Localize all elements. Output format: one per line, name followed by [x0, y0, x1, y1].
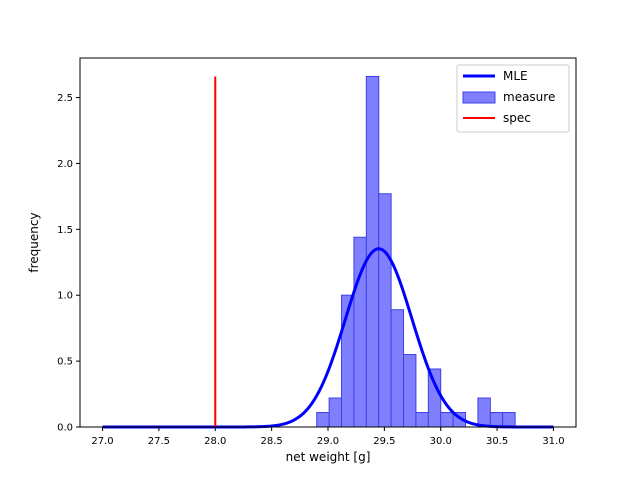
legend-spec-label: spec: [503, 111, 531, 125]
x-tick-label: 27.5: [148, 436, 170, 447]
histogram-bar: [489, 412, 504, 428]
x-tick-label: 31.0: [542, 436, 564, 447]
x-tick-label: 30.0: [430, 436, 452, 447]
x-tick-label: 29.5: [373, 436, 395, 447]
y-axis-ticks: 0.0 0.5 1.0 1.5 2.0 2.5: [57, 93, 80, 434]
histogram-bar: [477, 397, 491, 428]
histogram-bar: [502, 412, 516, 428]
histogram-bar: [440, 412, 454, 428]
legend-mle-label: MLE: [503, 69, 528, 83]
x-tick-label: 27.0: [91, 436, 113, 447]
x-axis-ticks: 27.0 27.5 28.0 28.5 29.0 29.5 30.0 30.5 31.0: [91, 427, 565, 447]
y-tick-label: 1.5: [57, 225, 73, 236]
histogram-bar: [427, 368, 442, 428]
legend-measure-swatch: [462, 91, 496, 104]
x-axis-label: net weight [g]: [286, 450, 371, 464]
histogram-bar: [415, 412, 429, 428]
x-tick-label: 30.5: [486, 436, 508, 447]
x-tick-label: 28.5: [261, 436, 283, 447]
legend-measure-label: measure: [503, 90, 555, 104]
y-tick-label: 2.5: [57, 93, 73, 104]
x-tick-label: 29.0: [317, 436, 339, 447]
histogram-bar: [403, 354, 417, 428]
histogram-bars: [316, 75, 516, 428]
histogram-bar: [378, 193, 392, 428]
histogram-bar: [316, 412, 330, 428]
y-axis-label: frequency: [27, 212, 41, 272]
histogram-bar: [328, 397, 343, 428]
x-tick-label: 28.0: [204, 436, 226, 447]
y-tick-label: 1.0: [57, 291, 73, 302]
y-tick-label: 2.0: [57, 159, 73, 170]
histogram-bar: [390, 309, 405, 428]
y-tick-label: 0.5: [57, 357, 73, 368]
legend-box: [456, 64, 570, 133]
y-tick-label: 0.0: [57, 423, 73, 434]
legend: MLE measure spec: [456, 64, 570, 133]
